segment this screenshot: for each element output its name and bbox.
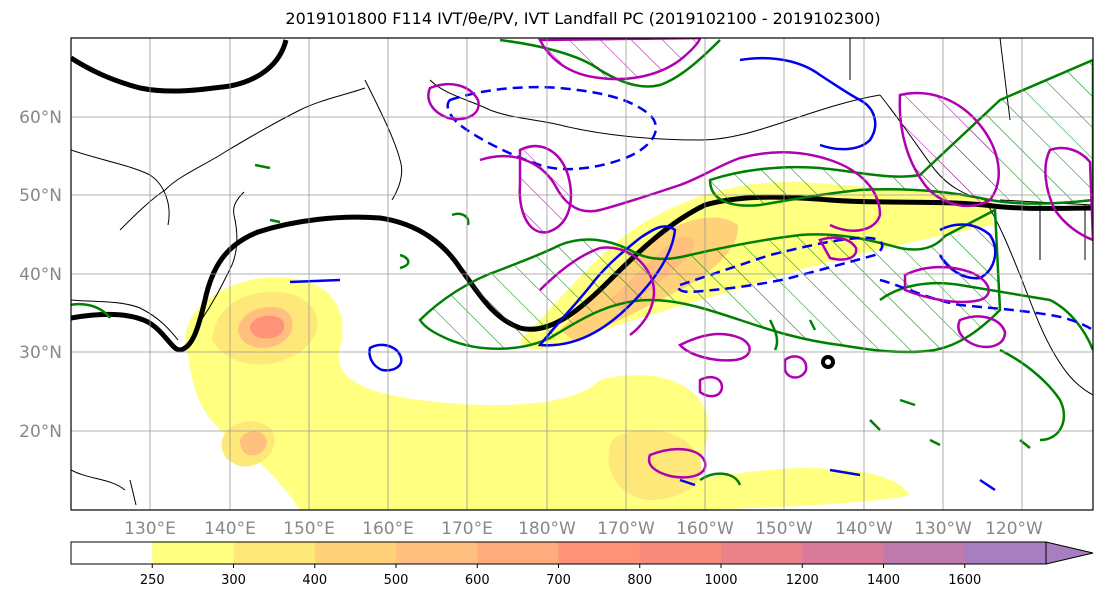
lat-label: 20°N bbox=[19, 422, 62, 442]
colorbar-cell bbox=[314, 542, 397, 564]
colorbar-cell bbox=[721, 542, 803, 564]
lon-label: 150°E bbox=[283, 519, 335, 539]
colorbar-cell bbox=[802, 542, 884, 564]
lon-label: 140°W bbox=[835, 519, 893, 539]
latitude-labels: 60°N 50°N 40°N 30°N 20°N bbox=[19, 108, 62, 442]
colorbar-tick-label: 600 bbox=[465, 573, 490, 588]
colorbar-tick-label: 1200 bbox=[786, 573, 819, 588]
lon-label: 130°W bbox=[914, 519, 972, 539]
gridlines bbox=[71, 38, 1093, 510]
longitude-labels: 130°E 140°E 150°E 160°E 170°E 180°W 170°… bbox=[124, 519, 1043, 539]
colorbar-tick-label: 300 bbox=[221, 573, 246, 588]
colorbar-tick-label: 1600 bbox=[948, 573, 981, 588]
lat-label: 50°N bbox=[19, 186, 62, 206]
colorbar-tick-label: 800 bbox=[627, 573, 652, 588]
lon-label: 120°W bbox=[985, 519, 1043, 539]
map-area bbox=[71, 38, 1093, 510]
colorbar-tick-label: 400 bbox=[302, 573, 327, 588]
colorbar-tick-label: 1400 bbox=[867, 573, 900, 588]
colorbar-cell bbox=[396, 542, 478, 564]
lat-label: 60°N bbox=[19, 108, 62, 128]
lon-label: 180°W bbox=[518, 519, 576, 539]
lon-label: 140°E bbox=[204, 519, 256, 539]
lon-label: 130°E bbox=[124, 519, 176, 539]
colorbar-cell bbox=[964, 542, 1047, 564]
colorbar-cell bbox=[639, 542, 722, 564]
lon-label: 170°E bbox=[441, 519, 493, 539]
colorbar-tick-label: 500 bbox=[384, 573, 409, 588]
colorbar-tick-label: 1000 bbox=[704, 573, 737, 588]
colorbar-cell bbox=[152, 542, 234, 564]
ivt-pc-negative-contours bbox=[289, 56, 1093, 492]
lat-label: 30°N bbox=[19, 343, 62, 363]
coastlines bbox=[71, 38, 1093, 506]
figure-title: 2019101800 F114 IVT/θe/PV, IVT Landfall … bbox=[285, 9, 881, 28]
lon-label: 150°W bbox=[755, 519, 813, 539]
pv-contours bbox=[427, 38, 1093, 479]
colorbar: 250 300 400 500 600 700 800 1000 1200 1400 1600 bbox=[70, 541, 1094, 588]
colorbar-cell bbox=[233, 542, 316, 564]
colorbar-cell bbox=[883, 542, 966, 564]
colorbar-tick-label: 250 bbox=[140, 573, 165, 588]
colorbar-cell bbox=[71, 542, 153, 564]
lon-label: 160°W bbox=[676, 519, 734, 539]
map-frame bbox=[70, 37, 1094, 511]
lat-label: 40°N bbox=[19, 265, 62, 285]
colorbar-cell bbox=[558, 542, 641, 564]
lon-label: 170°W bbox=[597, 519, 655, 539]
lon-label: 160°E bbox=[362, 519, 414, 539]
colorbar-cell bbox=[477, 542, 559, 564]
colorbar-tick-label: 700 bbox=[546, 573, 571, 588]
